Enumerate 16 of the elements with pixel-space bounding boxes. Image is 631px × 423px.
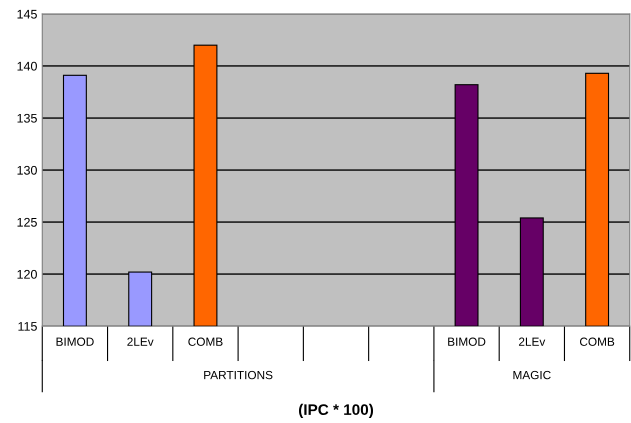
x-tick-label: COMB [580,338,614,346]
text: PARTITIONS [204,370,272,380]
y-tick-label: 125 [18,218,37,227]
x-tick-label: 2LEv [127,338,154,346]
y-tick-label: 130 [18,166,37,175]
y-tick-label: 120 [18,270,37,279]
x-tick-label: COMB [188,338,223,346]
y-tick-label: 135 [18,114,37,123]
y-tick-label: 145 [18,10,37,19]
x-axis-title: (IPC * 100) [298,404,374,418]
text: MAGIC [513,370,551,380]
x-tick-label: BIMOD [448,338,486,346]
y-tick-label: 115 [18,322,37,331]
y-tick-label: 140 [18,62,37,71]
x-tick-label: BIMOD [56,338,94,346]
x-tick-label: 2LEv [518,338,546,346]
